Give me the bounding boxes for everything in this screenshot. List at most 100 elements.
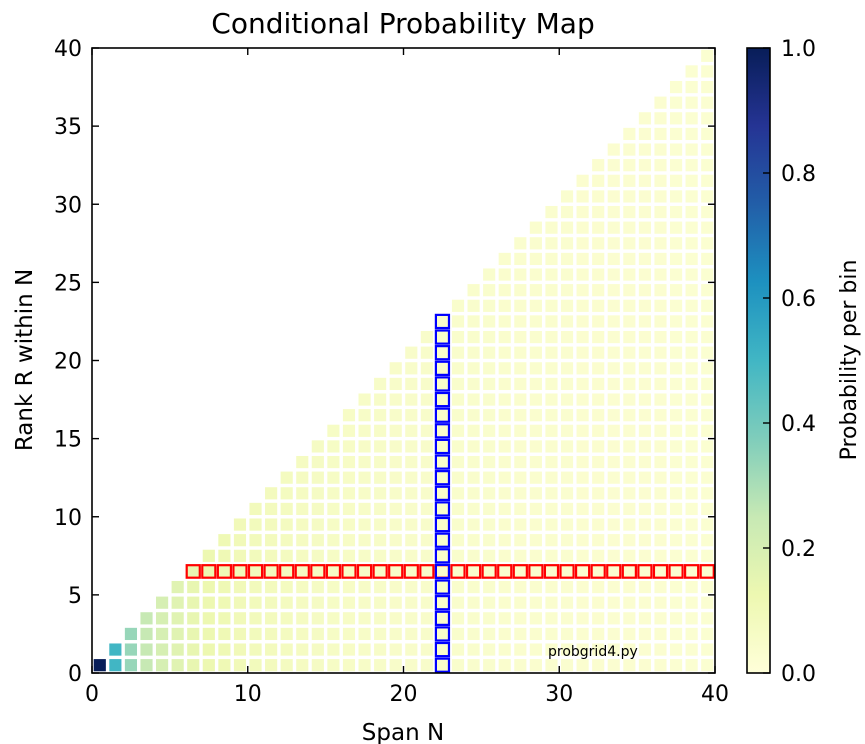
colorbar-tick-label: 0.6 xyxy=(781,287,816,312)
heatmap-cell xyxy=(560,580,574,594)
heatmap-cell xyxy=(669,409,683,422)
heatmap-cell xyxy=(498,346,511,359)
heatmap-cell xyxy=(202,565,215,578)
heatmap-cell xyxy=(669,627,683,641)
heatmap-cell xyxy=(607,627,620,641)
row-highlight-box xyxy=(668,564,684,579)
heatmap-cell xyxy=(498,502,511,516)
heatmap-cell xyxy=(374,424,387,437)
heatmap-cell xyxy=(451,362,465,375)
heatmap-cell xyxy=(607,440,620,453)
heatmap-cell xyxy=(685,518,698,531)
column-highlight-box xyxy=(434,579,451,595)
heatmap-cell xyxy=(669,96,683,109)
row-highlight-box xyxy=(325,564,342,579)
heatmap-cell xyxy=(451,377,465,391)
heatmap-cell xyxy=(529,221,542,234)
heatmap-cell xyxy=(187,627,200,641)
heatmap-cell xyxy=(280,502,293,516)
heatmap-cell xyxy=(311,549,324,562)
heatmap-cell xyxy=(280,534,293,547)
row-highlight-box xyxy=(279,564,295,579)
heatmap-cell xyxy=(701,580,714,594)
heatmap-cell xyxy=(545,330,558,344)
heatmap-cell xyxy=(529,268,542,281)
heatmap-cell xyxy=(701,237,714,250)
heatmap-cell xyxy=(560,315,574,328)
heatmap-cell xyxy=(529,455,542,469)
heatmap-cell xyxy=(701,362,714,375)
heatmap-cell xyxy=(701,174,714,187)
heatmap-cell xyxy=(311,565,324,578)
column-highlight-box xyxy=(434,626,451,642)
y-tick-label: 40 xyxy=(54,37,82,62)
heatmap-cell xyxy=(389,440,402,453)
column-highlight-box xyxy=(434,516,451,533)
heatmap-cell xyxy=(685,299,698,312)
heatmap-cell xyxy=(701,409,714,422)
heatmap-cell xyxy=(701,377,714,391)
heatmap-cell xyxy=(280,659,293,672)
heatmap-cell xyxy=(529,346,542,359)
heatmap-cell xyxy=(514,346,527,359)
row-highlight-box xyxy=(528,564,544,579)
colorbar-tick-label: 0.4 xyxy=(781,412,816,437)
heatmap-cell xyxy=(560,518,574,531)
heatmap-cell xyxy=(654,299,667,312)
heatmap-cell xyxy=(592,549,605,562)
heatmap-cell xyxy=(638,659,651,672)
heatmap-cell xyxy=(514,627,527,641)
heatmap-cell xyxy=(358,440,371,453)
heatmap-cell xyxy=(685,580,698,594)
heatmap-cell xyxy=(701,127,714,141)
row-highlight-box xyxy=(683,564,700,579)
row-highlight-box xyxy=(481,564,497,579)
heatmap-cell xyxy=(576,643,589,656)
heatmap-cell xyxy=(342,534,356,547)
heatmap-cell xyxy=(545,565,558,578)
heatmap-cell xyxy=(545,627,558,641)
heatmap-cell xyxy=(623,518,636,531)
heatmap-cell xyxy=(560,362,574,375)
heatmap-cell xyxy=(374,377,387,391)
heatmap-cell xyxy=(545,299,558,312)
heatmap-cell xyxy=(218,596,231,609)
heatmap-cell xyxy=(592,393,605,406)
heatmap-cell xyxy=(265,518,278,531)
heatmap-cell xyxy=(638,299,651,312)
heatmap-cell xyxy=(436,424,449,437)
heatmap-cell xyxy=(483,362,496,375)
heatmap-cell xyxy=(467,299,480,312)
heatmap-cell xyxy=(654,330,667,344)
row-highlight-box xyxy=(310,564,326,579)
heatmap-cell xyxy=(451,455,465,469)
heatmap-cell xyxy=(560,377,574,391)
heatmap-cell xyxy=(607,346,620,359)
heatmap-cell xyxy=(685,471,698,484)
heatmap-cell xyxy=(233,643,247,656)
column-highlight-box xyxy=(434,485,451,501)
heatmap-cell xyxy=(498,268,511,281)
heatmap-cell xyxy=(607,502,620,516)
heatmap-cell xyxy=(545,377,558,391)
heatmap-cell xyxy=(389,377,402,391)
heatmap-cell xyxy=(483,284,496,297)
heatmap-cell xyxy=(405,346,418,359)
heatmap-cell xyxy=(576,534,589,547)
heatmap-cell xyxy=(607,580,620,594)
heatmap-cell xyxy=(358,659,371,672)
heatmap-cell xyxy=(669,549,683,562)
heatmap-cell xyxy=(654,205,667,219)
heatmap-cell xyxy=(467,549,480,562)
heatmap-cell xyxy=(467,502,480,516)
heatmap-cell xyxy=(420,518,433,531)
heatmap-cell xyxy=(389,627,402,641)
heatmap-cell xyxy=(607,237,620,250)
heatmap-cell xyxy=(249,580,262,594)
column-highlight-box xyxy=(434,501,451,517)
heatmap-cell xyxy=(654,268,667,281)
heatmap-cell xyxy=(420,627,433,641)
heatmap-cell xyxy=(592,487,605,500)
heatmap-cell xyxy=(560,549,574,562)
heatmap-cell xyxy=(311,502,324,516)
